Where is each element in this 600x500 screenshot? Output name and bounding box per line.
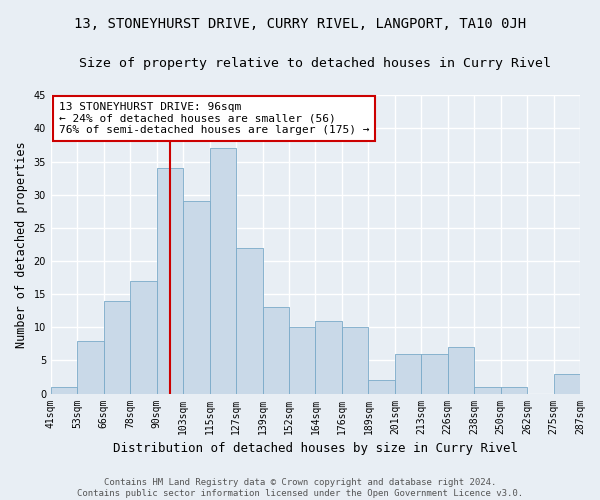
Bar [554, 374, 580, 394]
Bar [209, 148, 236, 394]
Text: 13, STONEYHURST DRIVE, CURRY RIVEL, LANGPORT, TA10 0JH: 13, STONEYHURST DRIVE, CURRY RIVEL, LANG… [74, 18, 526, 32]
Bar [236, 248, 263, 394]
Bar [289, 328, 316, 394]
Bar [157, 168, 183, 394]
Bar [77, 340, 104, 394]
Bar [395, 354, 421, 394]
Text: Contains HM Land Registry data © Crown copyright and database right 2024.
Contai: Contains HM Land Registry data © Crown c… [77, 478, 523, 498]
Bar [421, 354, 448, 394]
Title: Size of property relative to detached houses in Curry Rivel: Size of property relative to detached ho… [79, 58, 551, 70]
Y-axis label: Number of detached properties: Number of detached properties [15, 141, 28, 348]
Bar [500, 387, 527, 394]
Bar [342, 328, 368, 394]
Bar [474, 387, 500, 394]
Bar [448, 347, 474, 394]
Bar [183, 202, 209, 394]
Bar [130, 281, 157, 394]
Bar [368, 380, 395, 394]
Bar [263, 308, 289, 394]
Bar [316, 320, 342, 394]
Text: 13 STONEYHURST DRIVE: 96sqm
← 24% of detached houses are smaller (56)
76% of sem: 13 STONEYHURST DRIVE: 96sqm ← 24% of det… [59, 102, 370, 135]
Bar [104, 301, 130, 394]
X-axis label: Distribution of detached houses by size in Curry Rivel: Distribution of detached houses by size … [113, 442, 518, 455]
Bar [51, 387, 77, 394]
